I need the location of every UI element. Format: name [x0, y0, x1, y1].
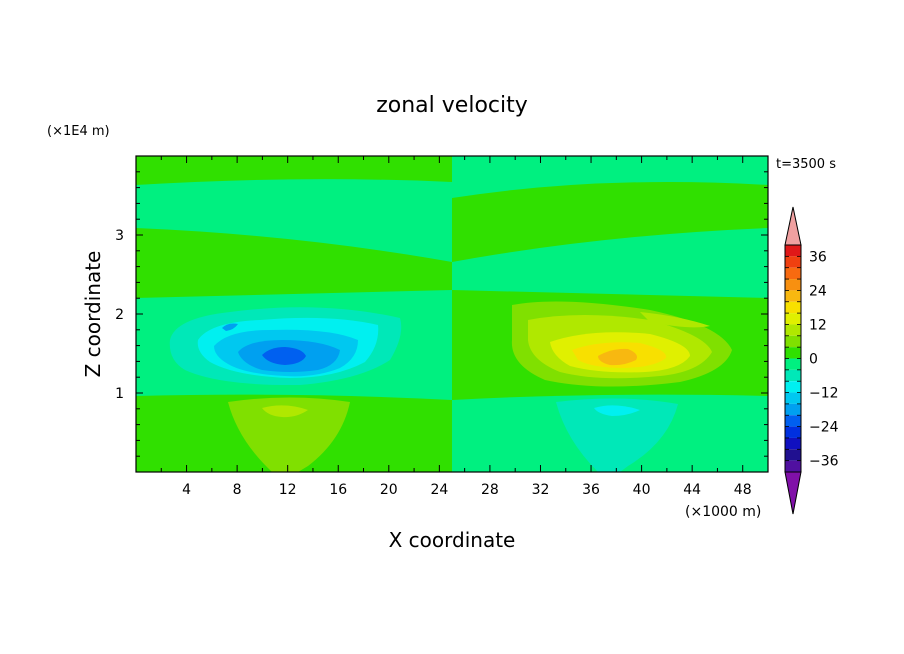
x-tick-label: 20 [380, 482, 398, 498]
upper-band-left [136, 179, 452, 262]
colorbar-segment [785, 347, 801, 359]
colorbar-segment [785, 392, 801, 404]
colorbar-tick-label: 24 [809, 283, 827, 299]
jet-left-spot [222, 323, 238, 331]
colorbar-tick-label: 36 [809, 249, 827, 265]
colorbar-segment [785, 369, 801, 382]
x-tick-labels: 4 8 12 16 20 24 28 32 36 40 44 48 [182, 482, 752, 498]
upper-band-right [452, 156, 768, 198]
y-tick-label: 3 [115, 228, 124, 244]
colorbar-tick-label: −36 [809, 454, 839, 470]
mid-band-right [452, 228, 768, 298]
colorbar-tick-labels: 36 24 12 0 −12 −24 −36 [809, 249, 839, 469]
jet-left-core [262, 347, 306, 365]
surface-left-core [262, 405, 308, 418]
y-unit-label: (×1E4 m) [47, 124, 110, 139]
colorbar-segment [785, 460, 801, 472]
x-tick-label: 48 [734, 482, 752, 498]
x-tick-label: 40 [633, 482, 651, 498]
contour-field [136, 156, 768, 472]
time-label: t=3500 s [776, 157, 836, 172]
colorbar-tick-label: −12 [809, 386, 839, 402]
colorbar-segment [785, 358, 801, 370]
jet-right-core [598, 348, 637, 366]
x-tick-label: 12 [279, 482, 297, 498]
colorbar-segment [785, 279, 801, 291]
colorbar-segment [785, 415, 801, 427]
colorbar-segment [785, 245, 801, 257]
y-tick-labels: 1 2 3 [115, 228, 124, 402]
x-tick-label: 44 [683, 482, 701, 498]
x-tick-label: 32 [532, 482, 550, 498]
colorbar-segment [785, 381, 801, 393]
colorbar-segment [785, 426, 801, 438]
x-tick-label: 8 [233, 482, 242, 498]
colorbar-tick-label: 12 [809, 317, 827, 333]
colorbar-segment [785, 437, 801, 450]
colorbar-segment [785, 324, 801, 336]
surface-right-lobe [556, 398, 678, 472]
surface-right-core [594, 405, 640, 416]
x-tick-label: 16 [329, 482, 347, 498]
colorbar-segment [785, 403, 801, 416]
x-tick-label: 36 [582, 482, 600, 498]
y-axis-label: Z coordinate [81, 251, 105, 378]
x-tick-label: 4 [182, 482, 191, 498]
y-tick-label: 1 [115, 386, 124, 402]
colorbar [784, 206, 802, 515]
x-tick-label: 24 [430, 482, 448, 498]
jet-right-upper-streak [640, 312, 710, 328]
colorbar-segment [785, 290, 801, 302]
chart-title: zonal velocity [376, 93, 528, 118]
x-axis-label: X coordinate [389, 528, 516, 552]
colorbar-segment [785, 335, 801, 348]
x-tick-label: 28 [481, 482, 499, 498]
colorbar-tick-label: 0 [809, 352, 818, 368]
colorbar-segment [785, 301, 801, 314]
x-unit-label: (×1000 m) [685, 504, 761, 520]
y-tick-label: 2 [115, 307, 124, 323]
colorbar-bottom-triangle [784, 471, 802, 515]
colorbar-tick-label: −24 [809, 420, 839, 436]
colorbar-segment [785, 267, 801, 280]
colorbar-segment [785, 449, 801, 461]
colorbar-top-triangle [784, 206, 802, 246]
colorbar-segment [785, 256, 801, 268]
surface-left-lobe [228, 397, 350, 472]
colorbar-segment [785, 313, 801, 325]
axis-ticks [136, 156, 768, 472]
